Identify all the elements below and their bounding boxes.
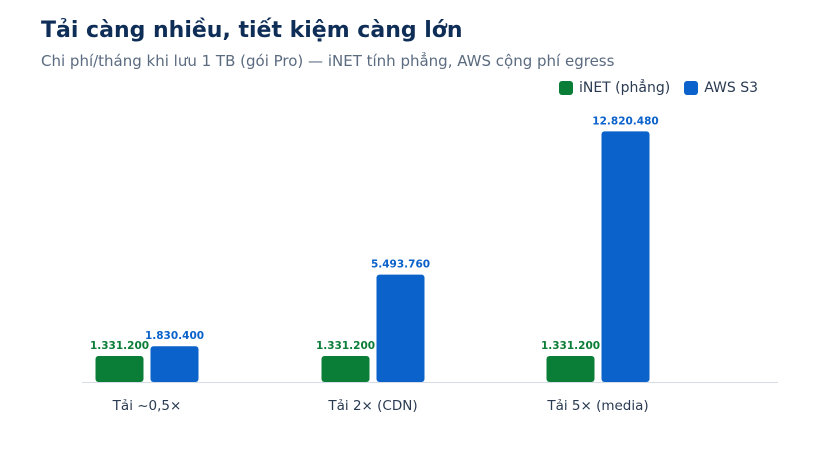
bar-inet-1: [321, 355, 370, 382]
bar-aws-0: [150, 346, 199, 382]
bar-aws-2: [601, 131, 650, 382]
chart-subtitle: Chi phí/tháng khi lưu 1 TB (gói Pro) — i…: [41, 52, 615, 70]
x-tick-label-1: Tải 2× (CDN): [327, 398, 417, 414]
data-label-aws-1: 5.493.760: [371, 259, 430, 271]
data-label-inet-1: 1.331.200: [316, 340, 375, 352]
legend-label-inet: iNET (phẳng): [578, 80, 671, 96]
legend: iNET (phẳng) AWS S3: [558, 80, 758, 96]
data-label-inet-2: 1.331.200: [541, 340, 600, 352]
data-label-inet-0: 1.331.200: [90, 340, 149, 352]
legend-item-inet: iNET (phẳng): [558, 80, 671, 96]
legend-swatch-aws: [684, 81, 699, 95]
data-label-aws-2: 12.820.480: [592, 115, 658, 127]
legend-label-aws: AWS S3: [704, 80, 758, 96]
bar-inet-2: [546, 355, 595, 382]
data-label-aws-0: 1.830.400: [145, 330, 204, 342]
x-tick-label-0: Tải ~0,5×: [112, 398, 182, 414]
legend-item-aws: AWS S3: [684, 80, 758, 96]
bar-inet-0: [95, 355, 144, 382]
legend-swatch-inet: [558, 81, 573, 95]
x-tick-label-2: Tải 5× (media): [546, 398, 648, 414]
bar-aws-1: [376, 274, 425, 382]
chart-title: Tải càng nhiều, tiết kiệm càng lớn: [41, 18, 463, 43]
